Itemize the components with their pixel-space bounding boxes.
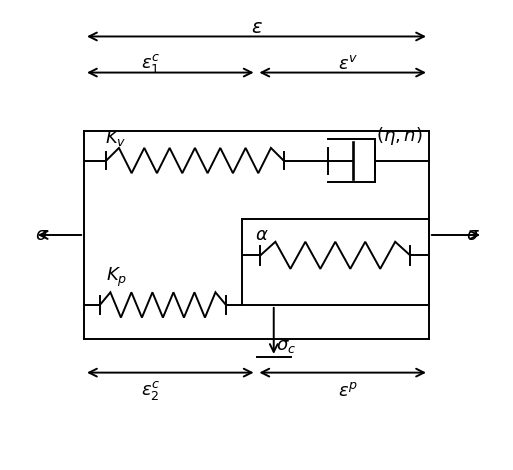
Text: $\varepsilon$: $\varepsilon$: [250, 18, 263, 37]
Text: $\sigma$: $\sigma$: [466, 226, 480, 244]
Text: $\varepsilon_2^c$: $\varepsilon_2^c$: [141, 379, 160, 402]
Text: $\sigma$: $\sigma$: [35, 226, 49, 244]
Text: $K_p$: $K_p$: [106, 266, 127, 290]
Text: $\varepsilon_1^c$: $\varepsilon_1^c$: [141, 52, 160, 75]
Text: $\varepsilon^v$: $\varepsilon^v$: [338, 55, 358, 72]
Text: $(\eta,n)$: $(\eta,n)$: [376, 125, 423, 147]
Text: $\varepsilon^p$: $\varepsilon^p$: [338, 382, 358, 400]
Text: $\sigma_c$: $\sigma_c$: [276, 337, 296, 354]
Text: $K_v$: $K_v$: [106, 128, 127, 148]
Text: $\alpha$: $\alpha$: [254, 226, 268, 244]
